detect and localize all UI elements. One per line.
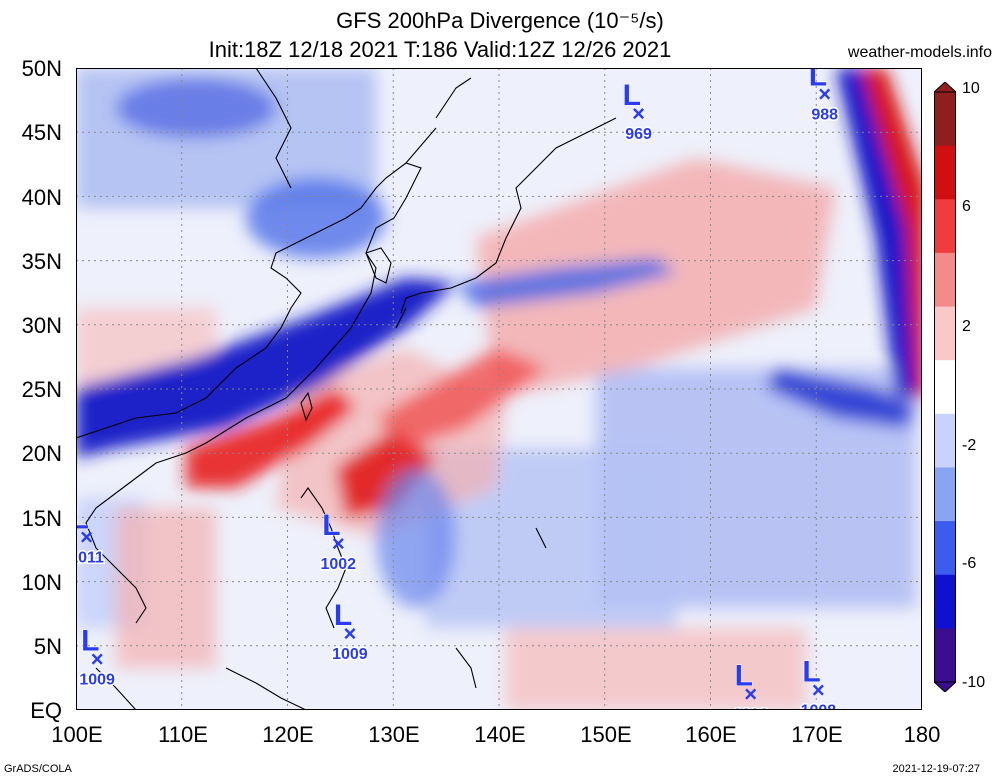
low-pressure-symbol: L [322, 509, 340, 542]
low-pressure-center-icon: × [812, 677, 825, 702]
colorbar-label-neg2: -2 [962, 437, 977, 454]
low-pressure-value: 988 [811, 107, 838, 124]
timestamp-label: 2021-12-19-07:27 [892, 763, 980, 775]
low-pressure-value: 1009 [79, 672, 115, 689]
colorbar-segment [934, 252, 956, 308]
low-pressure-symbol: L [81, 625, 99, 658]
low-pressure-value: 969 [625, 126, 652, 143]
low-pressure-symbol: L [809, 68, 827, 93]
lat-label-15n: 15N [21, 506, 62, 531]
low-pressure-marker: L×1009 [331, 598, 370, 664]
colorbar [934, 82, 956, 692]
low-pressure-center-icon: × [80, 525, 93, 550]
low-pressure-center-icon: × [332, 531, 345, 556]
low-pressure-center-icon: × [343, 621, 356, 646]
low-pressure-marker: L×1002 [319, 509, 358, 575]
map-title: GFS 200hPa Divergence (10⁻⁵/s) [336, 8, 664, 33]
lon-label-170e: 170E [791, 722, 843, 747]
low-pressure-value: 1002 [320, 556, 356, 573]
low-pressure-symbol: L [735, 659, 753, 692]
low-pressure-symbol: L [623, 79, 641, 112]
lat-label-40n: 40N [21, 185, 62, 210]
colorbar-label-neg10: -10 [962, 674, 986, 691]
colorbar-segment [934, 92, 956, 147]
lat-label-25n: 25N [21, 377, 62, 402]
colorbar-segment [934, 306, 956, 361]
colorbar-label-2: 2 [962, 318, 971, 335]
low-pressure-center-icon: × [632, 101, 645, 126]
divergence-map: L×969L×988L×1011L×1002L×1009L×1009L×1008… [76, 68, 922, 710]
colorbar-segment [934, 199, 956, 254]
low-pressure-value: 1008 [801, 702, 837, 710]
lon-label-110e: 110E [158, 722, 208, 747]
low-pressure-symbol: L [802, 655, 820, 688]
lon-label-140e: 140E [474, 722, 526, 747]
lat-label-5n: 5N [33, 634, 62, 659]
low-pressure-value: 1011 [76, 550, 104, 567]
colorbar-label-10: 10 [962, 80, 980, 97]
low-pressure-symbol: L [76, 503, 89, 536]
low-pressure-center-icon: × [818, 82, 831, 107]
source-label: weather-models.info [847, 44, 992, 61]
colorbar-segment [934, 574, 956, 629]
divergence-field [76, 68, 922, 710]
pressure-systems: L×969L×988L×1011L×1002L×1009L×1009L×1008… [76, 68, 840, 710]
low-pressure-value: 1008 [733, 706, 769, 710]
colorbar-segment [934, 628, 956, 683]
low-pressure-marker: L×1008 [799, 655, 838, 710]
low-pressure-center-icon: × [91, 647, 104, 672]
lon-label-180: 180 [903, 722, 941, 747]
low-pressure-marker: L×1011 [76, 502, 106, 568]
map-frame [76, 68, 922, 710]
lon-label-120e: 120E [262, 722, 314, 747]
map-gridlines [76, 68, 922, 710]
lon-label-150e: 150E [580, 722, 632, 747]
colorbar-segment [934, 413, 956, 468]
low-pressure-value: 1009 [332, 646, 368, 663]
map-subtitle: Init:18Z 12/18 2021 T:186 Valid:12Z 12/2… [208, 37, 672, 62]
low-pressure-marker: L×1008 [731, 659, 770, 710]
colorbar-label-6: 6 [962, 198, 971, 215]
lon-label-160e: 160E [685, 722, 737, 747]
lat-label-45n: 45N [21, 120, 62, 145]
colorbar-segment [934, 467, 956, 522]
low-pressure-marker: L×1009 [78, 624, 117, 690]
low-pressure-marker: L×988 [808, 68, 839, 125]
low-pressure-center-icon: × [744, 681, 757, 706]
low-pressure-marker: L×969 [622, 78, 653, 144]
colorbar-segment [934, 521, 956, 576]
colorbar-label-neg6: -6 [962, 555, 977, 572]
credit-label: GrADS/COLA [4, 763, 72, 775]
lat-label-10n: 10N [21, 570, 62, 595]
lon-label-130e: 130E [368, 722, 420, 747]
lat-label-35n: 35N [21, 249, 62, 274]
low-pressure-symbol: L [334, 599, 352, 632]
lat-label-50n: 50N [21, 56, 62, 81]
lon-label-100e: 100E [51, 722, 103, 747]
coastlines [76, 68, 617, 710]
lat-label-30n: 30N [21, 313, 62, 338]
colorbar-segment [934, 145, 956, 200]
lat-label-20n: 20N [21, 441, 62, 466]
colorbar-segment [934, 360, 956, 415]
lat-label-eq: EQ [30, 698, 62, 723]
